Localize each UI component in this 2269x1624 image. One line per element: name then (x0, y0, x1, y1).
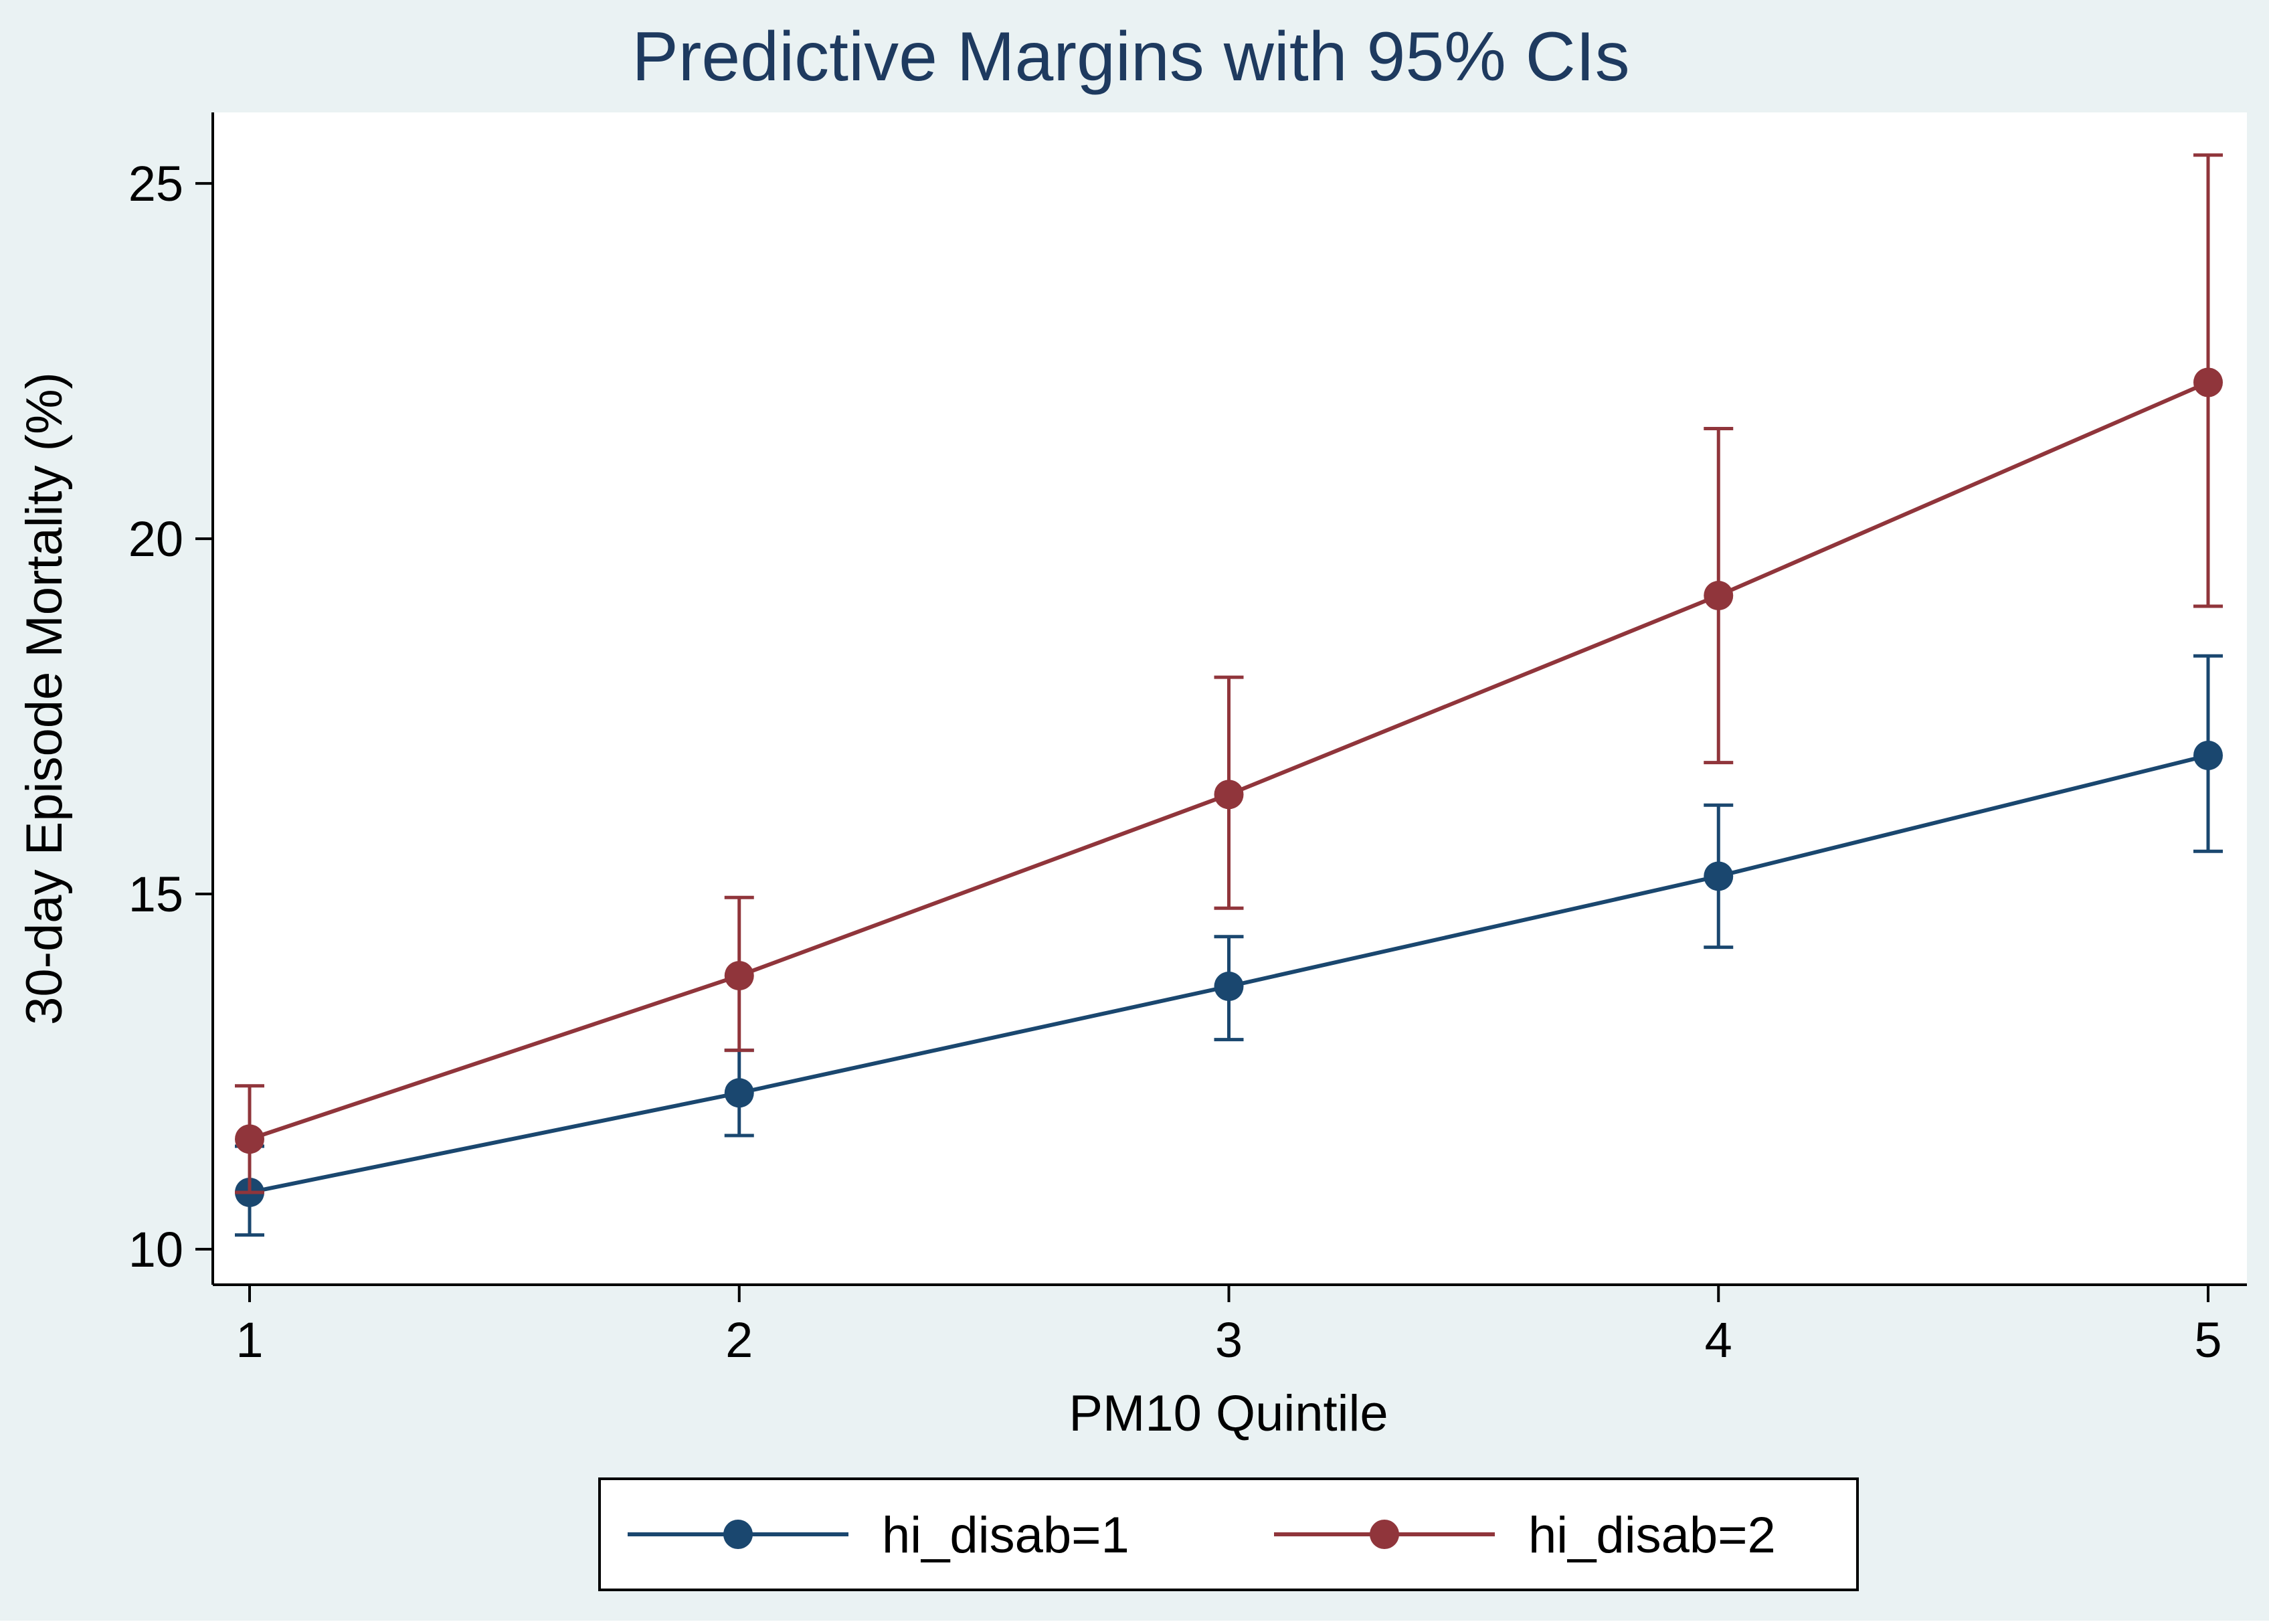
series-2 (235, 153, 2223, 1194)
data-point (2193, 740, 2223, 770)
x-ticks: 1 2 3 4 5 (236, 1285, 2222, 1368)
y-tick-label: 20 (128, 511, 183, 567)
x-tick-label: 1 (236, 1312, 263, 1368)
x-axis-label: PM10 Quintile (1069, 1385, 1388, 1442)
legend-item-2: hi_disab=2 (1274, 1507, 1776, 1564)
legend-items: hi_disab=1 hi_disab=2 (628, 1507, 1776, 1564)
x-tick-label: 3 (1215, 1312, 1243, 1368)
x-tick-label: 2 (725, 1312, 753, 1368)
data-point (1214, 780, 1244, 810)
legend-label: hi_disab=1 (882, 1507, 1129, 1564)
chart-title: Predictive Margins with 95% CIs (632, 18, 1629, 96)
legend-marker (1370, 1520, 1399, 1549)
y-ticks: 10 15 20 25 (128, 156, 213, 1277)
x-tick-label: 4 (1705, 1312, 1732, 1368)
data-point (1214, 972, 1244, 1002)
data-point (724, 961, 754, 991)
y-tick-label: 25 (128, 156, 183, 211)
data-point (235, 1124, 264, 1154)
legend: hi_disab=1 hi_disab=2 (598, 1477, 1859, 1591)
legend-marker (723, 1520, 753, 1549)
y-tick-label: 15 (128, 867, 183, 922)
series-layer (235, 153, 2223, 1237)
y-axis-label: 30-day Episode Mortality (%) (16, 372, 73, 1025)
legend-item-1: hi_disab=1 (628, 1507, 1129, 1564)
legend-label: hi_disab=2 (1528, 1507, 1776, 1564)
data-point (1704, 581, 1734, 611)
y-tick-label: 10 (128, 1222, 183, 1277)
data-point (2193, 367, 2223, 397)
data-point (1704, 861, 1734, 891)
data-point (724, 1078, 754, 1108)
x-tick-label: 5 (2194, 1312, 2221, 1368)
